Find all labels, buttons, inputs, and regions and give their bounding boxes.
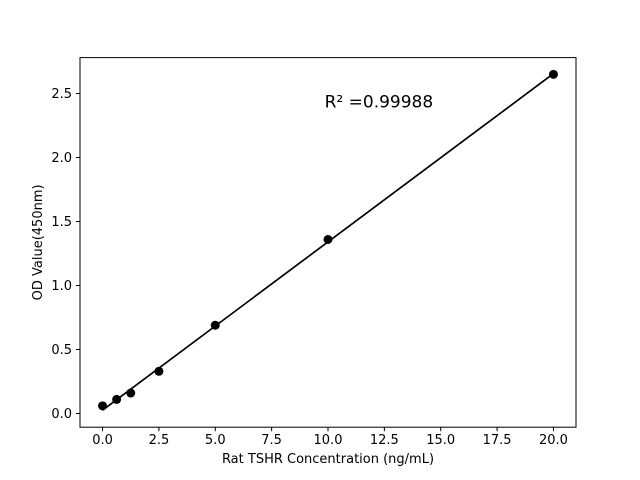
x-tick-label: 12.5 <box>370 433 399 448</box>
data-point <box>154 366 164 376</box>
data-point <box>548 69 558 79</box>
data-point <box>112 394 122 404</box>
x-tick-label: 5.0 <box>205 433 226 448</box>
y-tick-label: 0.5 <box>51 343 72 358</box>
y-axis-ticks: 0.0 0.5 1.0 1.5 2.0 2.5 <box>51 87 80 422</box>
x-tick-label: 2.5 <box>149 433 170 448</box>
data-series <box>98 69 558 411</box>
y-tick-label: 2.5 <box>51 87 72 102</box>
y-tick-label: 0.0 <box>51 407 72 422</box>
r-squared-annotation: R² =0.99988 <box>325 93 434 113</box>
data-point <box>323 234 333 244</box>
y-tick-label: 1.5 <box>51 215 72 230</box>
data-point <box>98 401 108 411</box>
data-point <box>210 320 220 330</box>
x-tick-label: 15.0 <box>426 433 455 448</box>
x-tick-label: 17.5 <box>483 433 512 448</box>
x-axis-ticks: 0.0 2.5 5.0 7.5 10.0 12.5 15.0 17.5 20.0 <box>92 427 568 448</box>
x-tick-label: 10.0 <box>314 433 343 448</box>
y-tick-label: 1.0 <box>51 279 72 294</box>
x-axis-label: Rat TSHR Concentration (ng/mL) <box>222 452 434 467</box>
x-tick-label: 7.5 <box>261 433 282 448</box>
data-point <box>126 388 136 398</box>
x-tick-label: 0.0 <box>92 433 113 448</box>
y-axis-label: OD Value(450nm) <box>31 184 46 300</box>
y-tick-label: 2.0 <box>51 151 72 166</box>
x-tick-label: 20.0 <box>539 433 568 448</box>
